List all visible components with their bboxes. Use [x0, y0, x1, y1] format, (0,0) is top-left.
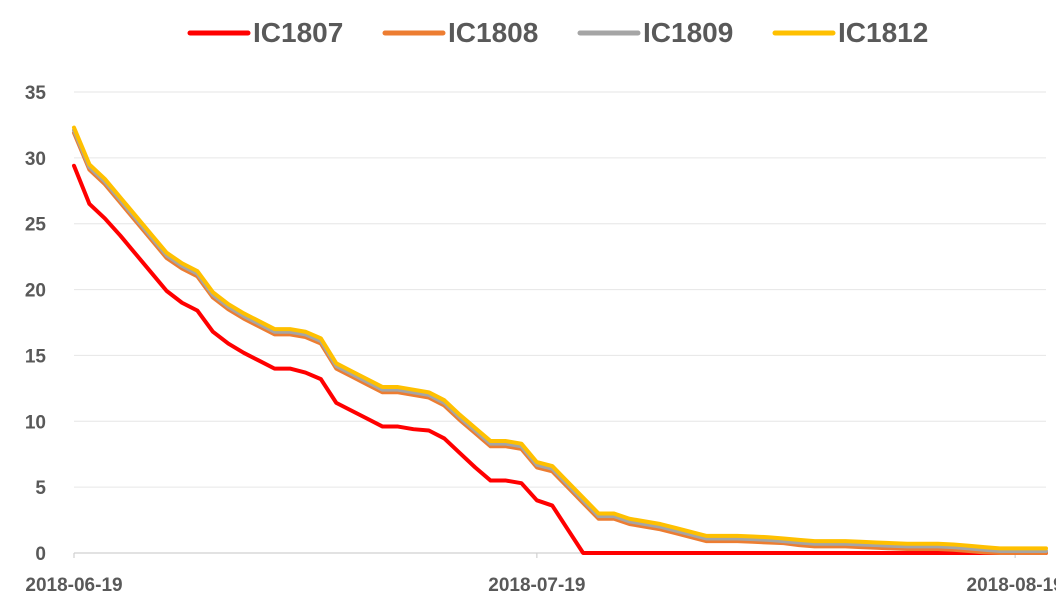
y-tick-label: 20 [25, 281, 46, 302]
series-line-ic1809 [72, 128, 1048, 554]
legend-label-ic1809: IC1809 [643, 17, 733, 48]
y-tick-label: 35 [25, 83, 47, 104]
y-tick-label: 0 [35, 544, 46, 565]
y-tick-label: 15 [25, 346, 47, 367]
series-lines [72, 125, 1048, 555]
legend-label-ic1808: IC1808 [448, 17, 538, 48]
gridlines [74, 91, 1046, 488]
legend-label-ic1807: IC1807 [253, 17, 343, 48]
x-tick-label: 2018-08-19 [967, 575, 1056, 596]
y-tick-label: 5 [35, 478, 46, 499]
y-tick-label: 30 [25, 149, 46, 170]
series-line-ic1812 [72, 125, 1048, 551]
x-axis: 2018-06-19 2018-07-19 2018-08-19 [25, 552, 1056, 596]
x-tick-label: 2018-07-19 [488, 575, 585, 596]
series-line-ic1807 [72, 163, 1048, 555]
legend-label-ic1812: IC1812 [838, 17, 928, 48]
y-tick-label: 10 [25, 412, 46, 433]
y-axis: 0 5 10 15 20 25 30 35 [25, 83, 47, 565]
y-tick-label: 25 [25, 215, 47, 236]
legend: IC1807 IC1808 IC1809 IC1812 [187, 17, 928, 48]
series-line-ic1808 [72, 130, 1048, 555]
x-tick-label: 2018-06-19 [25, 575, 122, 596]
